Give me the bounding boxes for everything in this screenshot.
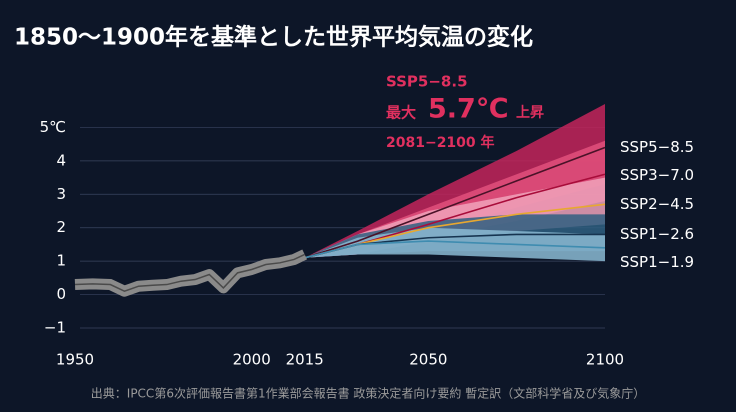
- annotation-suffix: 上昇: [516, 105, 544, 121]
- x-tick-label: 2000: [233, 351, 271, 369]
- scenario-line: [304, 146, 606, 259]
- legend-label: SSP3−7.0: [620, 166, 694, 184]
- x-tick-label: 1950: [56, 351, 94, 369]
- annotation-scenario: SSP5−8.5: [386, 73, 468, 91]
- x-tick-label: 2050: [409, 351, 447, 369]
- chart-title: 1850～1900年を基準とした世界平均気温の変化: [14, 24, 533, 51]
- scenario-line: [304, 240, 606, 259]
- y-tick-label: 4: [56, 151, 66, 169]
- legend-label: SSP1−2.6: [620, 225, 694, 243]
- historical-line: [74, 253, 305, 293]
- x-tick-label: 2100: [586, 351, 624, 369]
- annotation-period: 2081−2100 年: [386, 134, 495, 151]
- annotation-prefix: 最大: [386, 104, 416, 122]
- source: 出典：IPCC第6次評価報告書第1作業部会報告書 政策決定者向け要約 暫定訳（文…: [91, 386, 645, 401]
- y-tick-label: −1: [44, 319, 66, 337]
- y-tick-label: 0: [56, 285, 66, 303]
- legend-label: SSP2−4.5: [620, 195, 694, 213]
- y-tick-label: 3: [56, 185, 66, 203]
- legend-label: SSP1−1.9: [620, 253, 694, 271]
- y-tick-label: 5℃: [40, 118, 66, 136]
- x-tick-label: 2015: [286, 351, 324, 369]
- scenario-band: [304, 227, 605, 262]
- annotation-value: 5.7℃: [428, 94, 509, 125]
- annotation: SSP5−8.5 最大 5.7℃ 上昇 2081−2100 年: [386, 73, 544, 152]
- legend-label: SSP5−8.5: [620, 138, 694, 156]
- y-tick-label: 1: [56, 252, 66, 270]
- y-tick-label: 2: [56, 218, 66, 236]
